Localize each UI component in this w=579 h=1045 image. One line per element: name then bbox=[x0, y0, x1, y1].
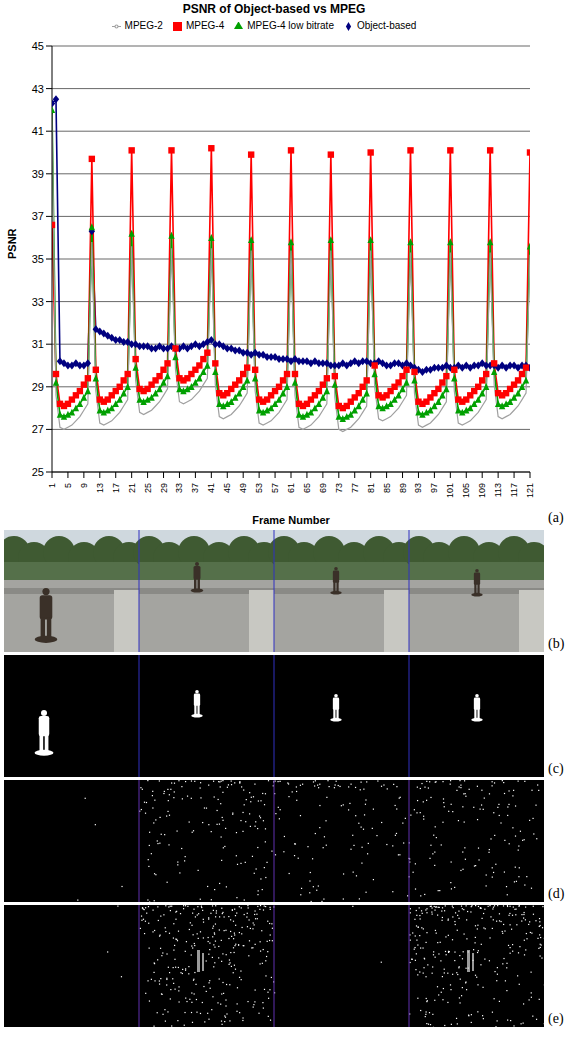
svg-text:101: 101 bbox=[445, 483, 455, 498]
svg-text:57: 57 bbox=[270, 483, 280, 493]
svg-text:31: 31 bbox=[32, 338, 44, 350]
svg-text:45: 45 bbox=[222, 483, 232, 493]
svg-text:33: 33 bbox=[174, 483, 184, 493]
svg-text:77: 77 bbox=[350, 483, 360, 493]
svg-text:41: 41 bbox=[206, 483, 216, 493]
html-text:(e): (e) bbox=[548, 1011, 564, 1026]
svg-text:109: 109 bbox=[477, 483, 487, 498]
svg-text:13: 13 bbox=[95, 483, 105, 493]
svg-text:89: 89 bbox=[398, 483, 408, 493]
svg-text:85: 85 bbox=[382, 483, 392, 493]
svg-text:17: 17 bbox=[111, 483, 121, 493]
svg-text:41: 41 bbox=[32, 125, 44, 137]
svg-text:Frame Number: Frame Number bbox=[252, 514, 330, 526]
svg-text:27: 27 bbox=[32, 423, 44, 435]
svg-text:37: 37 bbox=[32, 210, 44, 222]
html-text:(a): (a) bbox=[548, 510, 564, 525]
svg-text:25: 25 bbox=[32, 466, 44, 478]
html-text:(d): (d) bbox=[548, 886, 565, 901]
svg-text:97: 97 bbox=[429, 483, 439, 493]
svg-text:43: 43 bbox=[32, 83, 44, 95]
html-text:MPEG-4 low bitrate: MPEG-4 low bitrate bbox=[247, 20, 334, 31]
svg-text:61: 61 bbox=[286, 483, 296, 493]
svg-text:33: 33 bbox=[32, 296, 44, 308]
svg-text:25: 25 bbox=[143, 483, 153, 493]
html-text:PSNR of Object-based vs MPEG: PSNR of Object-based vs MPEG bbox=[182, 2, 366, 16]
svg-text:5: 5 bbox=[63, 483, 73, 488]
html-text:MPEG-4: MPEG-4 bbox=[185, 20, 225, 31]
svg-text:117: 117 bbox=[509, 483, 519, 497]
svg-text:121: 121 bbox=[525, 483, 535, 498]
html-text:MPEG-2: MPEG-2 bbox=[124, 20, 163, 31]
svg-text:73: 73 bbox=[334, 483, 344, 493]
html-text:Object-based: Object-based bbox=[357, 20, 417, 31]
svg-text:45: 45 bbox=[32, 40, 44, 52]
svg-text:105: 105 bbox=[461, 483, 471, 498]
svg-text:93: 93 bbox=[413, 483, 423, 493]
svg-text:PSNR: PSNR bbox=[6, 228, 18, 259]
svg-text:113: 113 bbox=[493, 483, 503, 497]
svg-text:35: 35 bbox=[32, 253, 44, 265]
svg-text:65: 65 bbox=[302, 483, 312, 493]
svg-text:53: 53 bbox=[254, 483, 264, 493]
svg-text:37: 37 bbox=[190, 483, 200, 493]
html-text:(b): (b) bbox=[548, 636, 565, 651]
svg-text:69: 69 bbox=[318, 483, 328, 493]
svg-text:49: 49 bbox=[238, 483, 248, 493]
svg-text:9: 9 bbox=[79, 483, 89, 488]
svg-text:81: 81 bbox=[366, 483, 376, 493]
svg-text:39: 39 bbox=[32, 168, 44, 180]
svg-text:29: 29 bbox=[32, 381, 44, 393]
html-text:(c): (c) bbox=[548, 761, 564, 776]
svg-text:1: 1 bbox=[47, 483, 57, 488]
svg-text:21: 21 bbox=[127, 483, 137, 493]
svg-text:29: 29 bbox=[159, 483, 169, 493]
